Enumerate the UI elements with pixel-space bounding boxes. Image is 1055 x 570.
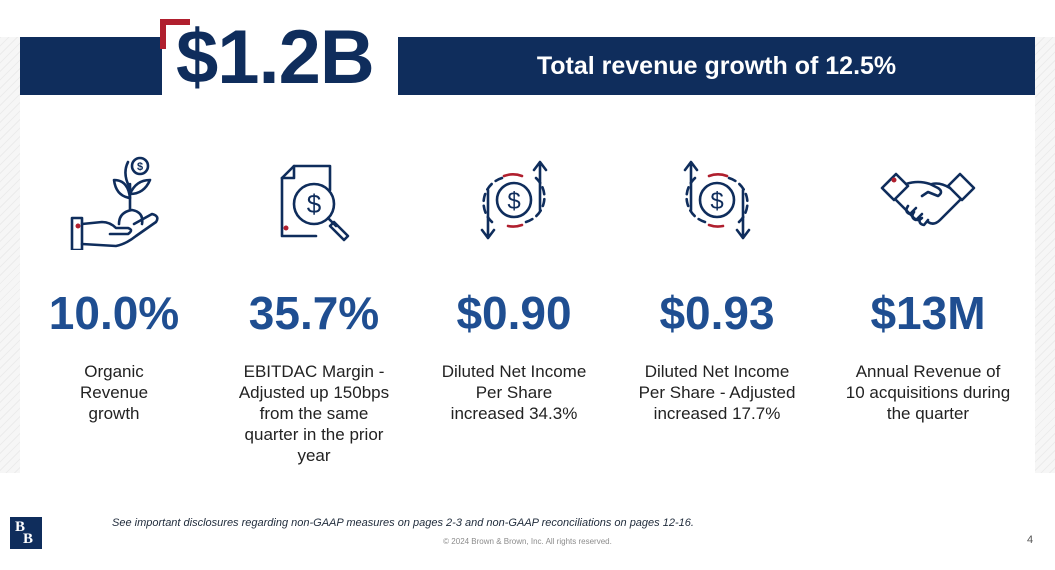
metric-acquisitions-revenue: $13M Annual Revenue of 10 acquisitions d… xyxy=(833,150,1023,424)
metric-diluted-eps: $ $0.90 Diluted Net Income Per Share inc… xyxy=(419,150,609,424)
metric-diluted-eps-adjusted: $ $0.93 Diluted Net Income Per Share - A… xyxy=(622,150,812,424)
brown-brown-logo: B B xyxy=(10,517,42,549)
metric-description: Organic Revenue growth xyxy=(79,362,149,423)
metric-description: Diluted Net Income Per Share - Adjusted … xyxy=(638,362,796,423)
header-banner: Total revenue growth of 12.5% xyxy=(398,37,1035,95)
hand-plant-dollar-icon: $ xyxy=(70,156,159,250)
metric-ebitdac-margin: $ 35.7% EBITDAC Margin - Adjusted up 150… xyxy=(219,150,409,466)
metric-value: $13M xyxy=(870,287,986,339)
metric-description: Annual Revenue of 10 acquisitions during… xyxy=(845,362,1011,423)
metric-description: EBITDAC Margin - Adjusted up 150bps from… xyxy=(238,362,390,465)
content-panel xyxy=(20,37,1035,473)
copyright-text: © 2024 Brown & Brown, Inc. All rights re… xyxy=(443,537,612,546)
dollar-cycle-arrows-icon: $ xyxy=(480,160,548,240)
svg-text:$: $ xyxy=(507,188,520,215)
svg-text:$: $ xyxy=(710,188,723,215)
metric-description: Diluted Net Income Per Share increased 3… xyxy=(441,362,587,423)
logo-letter: B xyxy=(23,531,34,547)
logo-letter: B xyxy=(15,519,26,535)
dollar-cycle-arrows-icon: $ xyxy=(683,160,751,240)
metric-value: $0.90 xyxy=(456,287,572,339)
total-revenue-value: $1.2B xyxy=(176,15,375,100)
metric-organic-revenue: $ 10.0% Organic Revenue growth xyxy=(19,150,209,424)
svg-text:$: $ xyxy=(137,161,143,173)
handshake-icon xyxy=(880,172,976,227)
header-bar-left xyxy=(20,37,162,95)
document-magnifier-dollar-icon: $ xyxy=(280,164,350,242)
svg-text:$: $ xyxy=(307,189,322,219)
page-number: 4 xyxy=(1027,534,1034,546)
metric-value: 10.0% xyxy=(48,287,180,339)
disclosure-note: See important disclosures regarding non-… xyxy=(112,517,694,529)
banner-text: Total revenue growth of 12.5% xyxy=(536,51,897,80)
metric-value: 35.7% xyxy=(248,287,380,339)
metric-value: $0.93 xyxy=(659,287,775,339)
corner-accent xyxy=(160,19,190,49)
